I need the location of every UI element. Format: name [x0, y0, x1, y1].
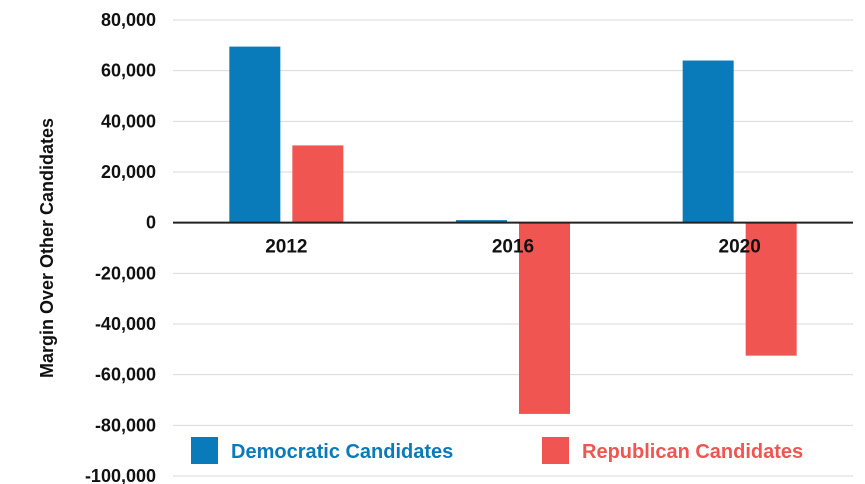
gridlines: [173, 19, 853, 477]
y-tick-label: 60,000: [101, 61, 156, 81]
bars: [229, 46, 797, 414]
bar-republican-2016: [519, 222, 570, 414]
y-tick-label: 40,000: [101, 111, 156, 131]
bar-democratic-2012: [229, 46, 281, 223]
category-label: 2020: [719, 237, 761, 258]
bar-democratic-2016: [456, 220, 507, 223]
bar-democratic-2020: [682, 60, 734, 223]
y-tick-label: -80,000: [95, 415, 156, 435]
y-tick-label: -60,000: [95, 365, 156, 385]
bar-republican-2012: [292, 145, 344, 223]
legend-label-democratic: Democratic Candidates: [231, 441, 453, 463]
y-tick-label: -40,000: [95, 314, 156, 334]
category-label: 2016: [492, 237, 534, 258]
legend: Democratic Candidates Republican Candidat…: [191, 437, 803, 464]
category-labels: 2012 2016 2020: [265, 237, 761, 258]
y-tick-label: -20,000: [95, 263, 156, 283]
y-tick-label: -100,000: [85, 466, 156, 484]
legend-swatch-republican: [542, 437, 569, 464]
legend-swatch-democratic: [191, 437, 218, 464]
y-tick-label: 20,000: [101, 162, 156, 182]
y-axis-label: Margin Over Other Candidates: [37, 118, 57, 378]
y-tick-label: 80,000: [101, 10, 156, 30]
category-label: 2012: [265, 237, 307, 258]
legend-label-republican: Republican Candidates: [582, 441, 803, 463]
y-tick-label: 0: [146, 213, 156, 233]
bar-republican-2020: [745, 222, 797, 356]
y-tick-labels: 80,000 60,000 40,000 20,000 0 -20,000 -40,000 -…: [85, 10, 156, 484]
